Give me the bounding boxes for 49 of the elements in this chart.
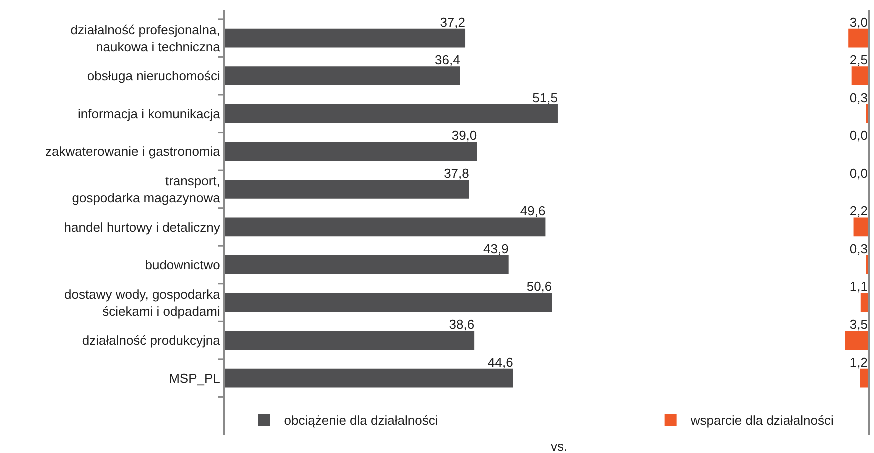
- data-label: 1,2: [850, 354, 868, 370]
- data-label: 2,2: [850, 204, 868, 219]
- bar: [225, 28, 466, 48]
- data-label: 43,9: [484, 241, 509, 256]
- bar: [225, 293, 552, 312]
- bar: [225, 256, 509, 274]
- y-tick-label: handel hurtowy i detaliczny: [64, 220, 221, 235]
- data-label: 50,6: [526, 279, 552, 294]
- data-label: 0,3: [850, 241, 868, 256]
- y-tick-label: działalność profesjonalna, naukowa i techniczna: [70, 22, 222, 54]
- text: vs.: [551, 439, 568, 453]
- legend-label: wsparcie dla działalności: [690, 413, 834, 428]
- bar: [225, 368, 514, 388]
- y-tick-label: transport, gospodarka magazynowa: [72, 174, 222, 206]
- bar: [225, 218, 546, 237]
- y-tick-label: budownictwo: [145, 258, 220, 273]
- bar: [860, 368, 868, 388]
- bar: [848, 28, 868, 48]
- bar: [225, 104, 558, 124]
- data-label: 0,3: [850, 90, 868, 106]
- data-label: 51,5: [532, 90, 558, 106]
- y-tick-label: dostawy wody, gospodarka ściekami i odpadami: [64, 286, 222, 319]
- bar: [860, 293, 868, 312]
- y-tick-label: zakwaterowanie i gastronomia: [46, 144, 222, 160]
- data-label: 49,6: [520, 204, 546, 219]
- bar: [225, 66, 460, 86]
- bar: [854, 218, 868, 237]
- data-label: 37,8: [444, 166, 470, 181]
- y-tick-label: działalność produkcyjna: [82, 333, 222, 348]
- bar: [845, 331, 868, 350]
- data-label: 39,0: [452, 128, 478, 144]
- y-tick-label: MSP_PL: [169, 370, 220, 386]
- data-label: 2,5: [850, 52, 868, 68]
- data-label: 3,5: [850, 316, 868, 332]
- y-tick-label: obsługa nieruchomości: [87, 68, 221, 84]
- data-label: 1,1: [850, 279, 868, 294]
- data-label: 3,0: [850, 14, 868, 30]
- bar: [225, 331, 475, 350]
- bar: [225, 180, 470, 199]
- bar: [225, 142, 478, 162]
- y-tick-label: informacja i komunikacja: [78, 106, 222, 122]
- data-label: 37,2: [440, 14, 466, 30]
- data-label: 44,6: [488, 354, 514, 370]
- legend-label: obciążenie dla działalności: [284, 413, 438, 428]
- data-label: 36,4: [435, 52, 460, 68]
- data-label: 38,6: [449, 316, 475, 332]
- data-label: 0,0: [850, 128, 868, 144]
- bar: [852, 66, 868, 86]
- data-label: 0,0: [850, 166, 868, 181]
